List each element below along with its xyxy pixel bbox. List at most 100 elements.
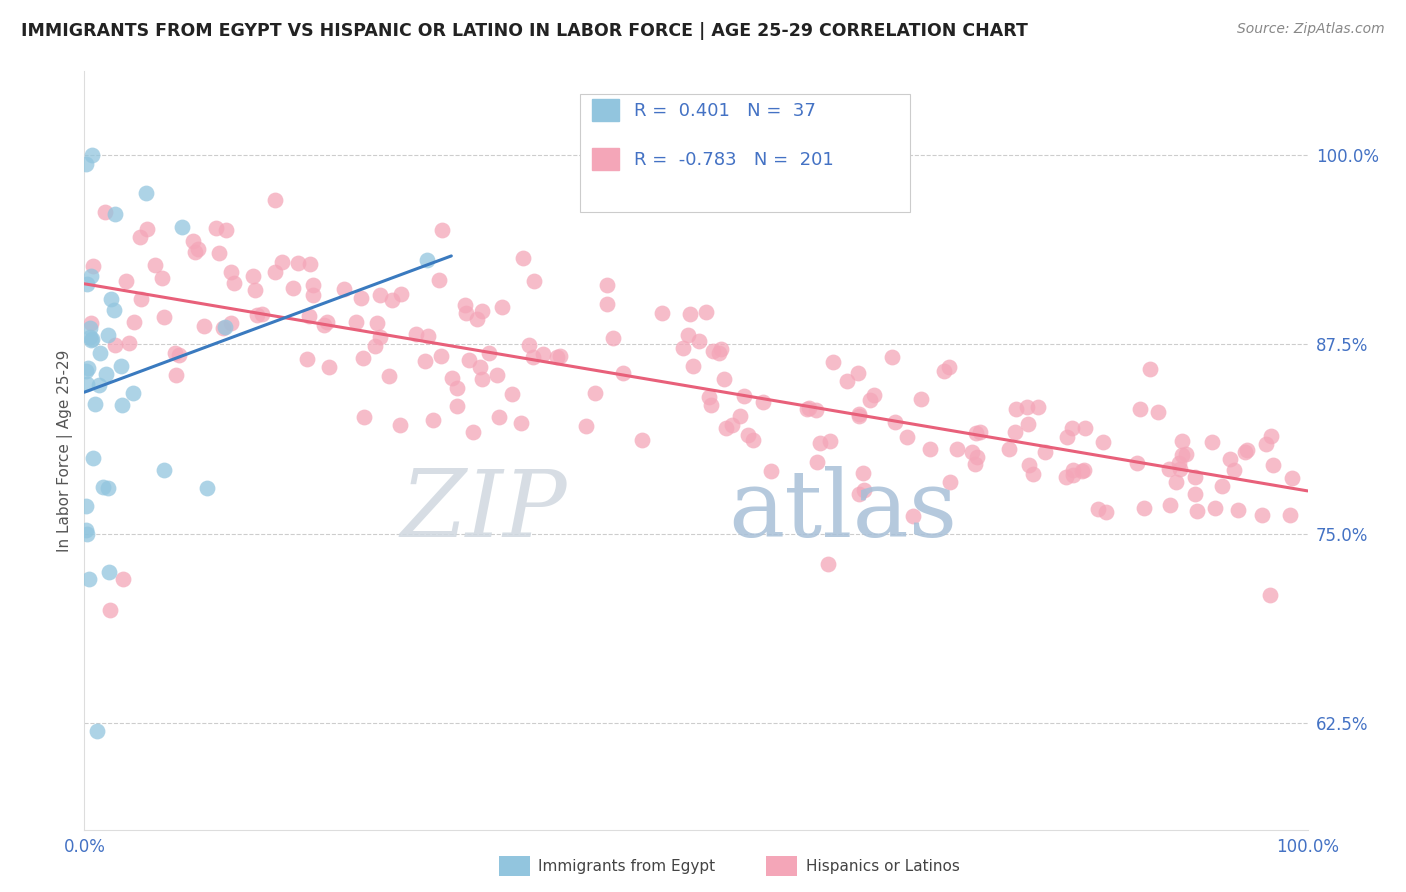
- Point: [298, 310, 321, 324]
- Point: [122, 385, 145, 400]
- Point: [1159, 498, 1181, 512]
- Point: [862, 387, 884, 401]
- Point: [478, 346, 501, 360]
- Point: [75, 364, 97, 378]
- Point: [602, 331, 624, 345]
- Point: [86, 724, 108, 739]
- Point: [287, 256, 309, 270]
- Point: [82, 451, 104, 466]
- Point: [295, 352, 318, 367]
- Point: [82, 260, 104, 274]
- Point: [938, 360, 960, 375]
- Point: [98, 603, 121, 617]
- Point: [1219, 451, 1241, 466]
- Point: [1073, 463, 1095, 477]
- Point: [89, 345, 111, 359]
- Point: [1236, 442, 1258, 457]
- Point: [695, 305, 717, 319]
- Point: [997, 442, 1019, 456]
- Point: [965, 457, 987, 471]
- Point: [441, 370, 464, 384]
- Point: [966, 450, 988, 465]
- Point: [682, 359, 704, 373]
- Point: [318, 359, 340, 374]
- Point: [848, 487, 870, 501]
- Point: [468, 360, 491, 375]
- Point: [672, 341, 695, 355]
- Text: Immigrants from Egypt: Immigrants from Egypt: [538, 859, 716, 873]
- Point: [333, 282, 356, 296]
- Point: [797, 401, 820, 415]
- Point: [548, 349, 571, 363]
- Point: [471, 303, 494, 318]
- Point: [115, 274, 138, 288]
- Text: IMMIGRANTS FROM EGYPT VS HISPANIC OR LATINO IN LABOR FORCE | AGE 25-29 CORRELATI: IMMIGRANTS FROM EGYPT VS HISPANIC OR LAT…: [21, 22, 1028, 40]
- Point: [111, 573, 134, 587]
- Point: [742, 434, 765, 448]
- Point: [848, 409, 870, 423]
- Point: [1074, 421, 1097, 435]
- Point: [1174, 447, 1197, 461]
- Point: [388, 417, 411, 432]
- Point: [76, 361, 98, 376]
- Point: [368, 330, 391, 344]
- Point: [846, 366, 869, 380]
- Point: [804, 402, 827, 417]
- Point: [1133, 501, 1156, 516]
- Point: [353, 409, 375, 424]
- Point: [93, 205, 115, 219]
- Point: [1017, 417, 1039, 431]
- Point: [1170, 448, 1192, 462]
- Point: [1033, 445, 1056, 459]
- Point: [222, 276, 245, 290]
- Point: [1087, 501, 1109, 516]
- Point: [1201, 435, 1223, 450]
- Point: [752, 394, 775, 409]
- Point: [378, 369, 401, 384]
- Point: [883, 415, 905, 429]
- Point: [939, 475, 962, 489]
- Point: [80, 332, 103, 346]
- Point: [430, 222, 453, 236]
- Point: [167, 348, 190, 362]
- Point: [737, 428, 759, 442]
- Y-axis label: In Labor Force | Age 25-29: In Labor Force | Age 25-29: [58, 350, 73, 551]
- Point: [301, 277, 323, 292]
- Point: [1250, 508, 1272, 522]
- Point: [219, 264, 242, 278]
- Point: [416, 252, 439, 267]
- Point: [457, 353, 479, 368]
- Point: [219, 316, 242, 330]
- Point: [97, 327, 120, 342]
- Point: [612, 366, 634, 380]
- Point: [454, 298, 477, 312]
- Point: [299, 257, 322, 271]
- Point: [488, 410, 510, 425]
- Point: [491, 300, 513, 314]
- Point: [821, 355, 844, 369]
- Point: [835, 374, 858, 388]
- Point: [1026, 401, 1049, 415]
- Point: [1226, 503, 1249, 517]
- Point: [1171, 434, 1194, 449]
- Point: [103, 302, 125, 317]
- Point: [214, 320, 236, 334]
- Point: [697, 390, 720, 404]
- Point: [1167, 456, 1189, 470]
- Point: [243, 284, 266, 298]
- Point: [1184, 470, 1206, 484]
- Point: [688, 334, 710, 348]
- Point: [364, 338, 387, 352]
- Point: [76, 527, 98, 541]
- Point: [264, 194, 287, 208]
- Point: [75, 523, 97, 537]
- Point: [165, 368, 187, 383]
- Point: [859, 392, 882, 407]
- Point: [352, 351, 374, 366]
- Point: [76, 277, 98, 291]
- Point: [1091, 435, 1114, 450]
- Text: ZIP: ZIP: [401, 467, 568, 556]
- Point: [733, 388, 755, 402]
- Point: [172, 219, 194, 234]
- Point: [713, 371, 735, 385]
